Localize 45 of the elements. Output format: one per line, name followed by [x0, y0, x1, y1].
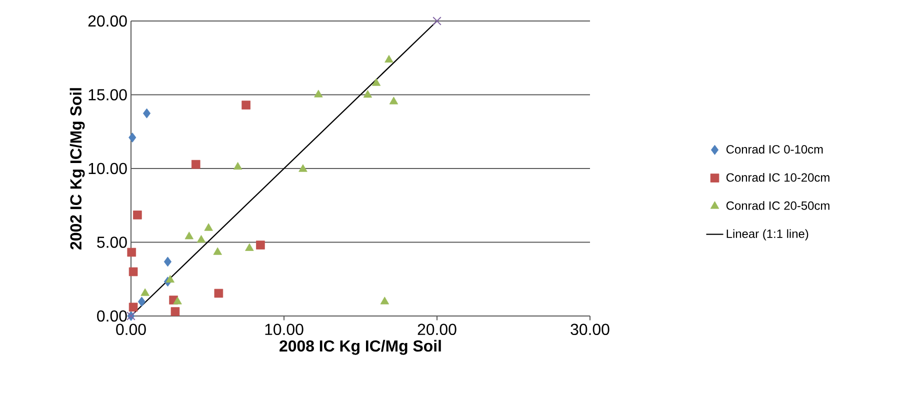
- legend-label: Conrad IC 0-10cm: [726, 144, 823, 154]
- point: [372, 78, 381, 86]
- x-tick-label: 0.00: [116, 324, 146, 336]
- point: [432, 16, 442, 26]
- legend-label: Conrad IC 10-20cm: [726, 172, 830, 182]
- point: [256, 240, 265, 250]
- point: [389, 96, 398, 104]
- point: [170, 307, 180, 316]
- point: [213, 247, 222, 255]
- y-tick-label: 20.00: [88, 15, 127, 27]
- point: [127, 248, 136, 257]
- point: [233, 162, 242, 170]
- x-tick-label: 20.00: [418, 324, 456, 336]
- y-tick-label: 15.00: [88, 89, 127, 100]
- point: [142, 108, 151, 118]
- point: [242, 100, 250, 110]
- legend-label: Conrad IC 20-50cm: [726, 201, 830, 210]
- point: [314, 90, 323, 98]
- y-tick-label: 10.00: [88, 162, 127, 174]
- point: [166, 275, 175, 283]
- point: [173, 296, 182, 304]
- point: [363, 90, 372, 98]
- point: [128, 267, 138, 276]
- y-tick-label: 0.00: [97, 310, 127, 322]
- point: [138, 296, 146, 307]
- point: [133, 210, 142, 220]
- point: [128, 302, 138, 312]
- point: [214, 288, 224, 298]
- x-axis-title: 2008 IC Kg IC/Mg Soil: [280, 340, 441, 355]
- point: [128, 132, 136, 143]
- legend-label: Linear (1:1 line): [726, 229, 808, 240]
- point: [191, 160, 200, 169]
- point: [384, 54, 394, 63]
- point: [164, 256, 172, 267]
- point: [245, 243, 254, 251]
- point: [380, 296, 390, 304]
- point: [196, 235, 206, 243]
- point: [184, 232, 194, 240]
- point: [298, 164, 308, 172]
- x-tick-label: 30.00: [570, 324, 610, 336]
- x-tick-label: 10.00: [265, 324, 304, 336]
- point: [204, 223, 213, 231]
- y-axis-title: 2002 IC Kg IC/Mg Soil: [70, 88, 85, 250]
- point: [140, 288, 150, 296]
- y-tick-label: 5.00: [97, 236, 127, 248]
